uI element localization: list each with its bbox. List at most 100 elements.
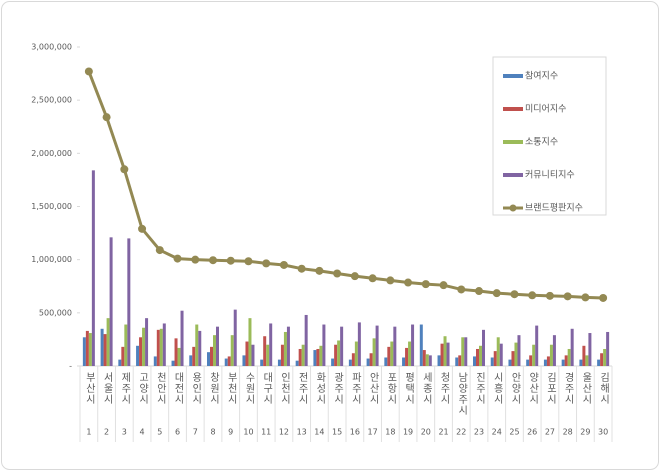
bar [195,324,199,366]
bar [319,345,323,366]
rank-label: 17 [368,428,378,437]
bar [517,335,521,366]
bar [357,322,361,366]
legend-box [492,56,607,216]
line-marker [315,266,324,275]
x-tick-label: 김해시 [598,372,610,405]
rank-label: 3 [122,428,127,437]
bar [251,344,255,366]
rank-label: 26 [527,428,537,437]
bar [263,336,267,366]
x-tick-label: 인천시 [278,372,290,405]
bar [207,352,210,366]
bar [546,356,550,366]
bar [198,330,202,366]
bar [245,341,249,366]
y-tick-label: 2,000,000 [31,149,72,158]
line-marker [191,255,200,264]
x-tick-label: 전주시 [296,372,308,405]
line-marker [475,287,483,296]
bar [118,359,122,366]
rank-label: 9 [228,428,233,437]
line-marker [350,272,359,281]
x-tick-label: 서울시 [101,372,113,405]
bar [162,323,166,366]
bar [490,357,494,366]
bar [213,335,216,366]
bar [283,331,287,366]
bar [496,337,500,366]
x-tick-label: 파주시 [349,372,361,405]
x-tick-label: 광주시 [332,372,344,405]
line-marker [510,290,519,299]
rank-label: 4 [140,428,145,437]
legend-swatch [503,107,523,111]
x-tick-label: 부산시 [83,372,95,405]
bar [159,328,163,366]
bar [387,346,391,366]
bar [384,357,388,366]
bar [425,354,429,366]
x-tick-label: 부천시 [225,372,237,405]
bar [313,350,317,366]
line-marker [333,269,342,278]
bar [543,359,547,366]
rank-label: 21 [438,428,448,437]
line-marker [404,278,413,287]
bar [606,331,610,366]
y-tick-label: 2,500,000 [31,96,72,105]
rank-label: 11 [261,428,271,437]
legend-swatch [503,173,523,177]
x-tick-label: 안양시 [509,372,521,405]
bar [298,348,302,366]
bar [532,344,536,366]
x-tick-label: 안산시 [367,372,379,405]
bar [316,348,320,366]
bar [266,344,270,366]
rank-label: 20 [421,428,431,437]
y-tick-label: 500,000 [39,308,72,317]
rank-label: 6 [175,428,180,437]
rank-label: 22 [456,428,466,437]
y-tick-label: 1,000,000 [31,255,72,264]
x-tick-label: 경주시 [562,371,574,405]
line-marker [492,289,501,298]
y-tick-label: 1,500,000 [31,202,72,211]
bar [446,342,450,366]
bar [103,334,107,366]
line-marker [528,291,537,300]
bar [476,348,479,366]
bar [422,350,426,366]
bar [499,343,503,366]
rank-label: 12 [279,428,289,437]
bar [91,170,95,366]
bar [348,359,352,366]
bar [419,324,423,366]
bar [337,340,341,366]
rank-label: 29 [580,428,590,437]
legend-swatch [503,74,523,78]
x-tick-label: 진주시 [474,372,486,405]
x-tick-label: 천안시 [154,372,166,405]
bar [366,358,370,366]
bar [437,355,441,366]
bar [121,346,125,366]
legend-label: 소통지수 [525,137,558,148]
bar [260,359,264,366]
bar [514,342,518,366]
x-tick-label: 용인시 [190,372,202,405]
bar [411,324,415,366]
bar [493,351,497,366]
bar [351,353,355,366]
bar [142,327,146,366]
line-marker [545,291,554,300]
rank-label: 7 [193,428,198,437]
bar [428,355,432,366]
line-marker [386,276,395,285]
x-tick-label: 수원시 [243,372,255,405]
bar [390,341,394,366]
bar [189,355,193,366]
legend-label: 커뮤니티지수 [525,170,575,181]
line-marker [421,280,430,289]
rank-label: 5 [157,428,162,437]
